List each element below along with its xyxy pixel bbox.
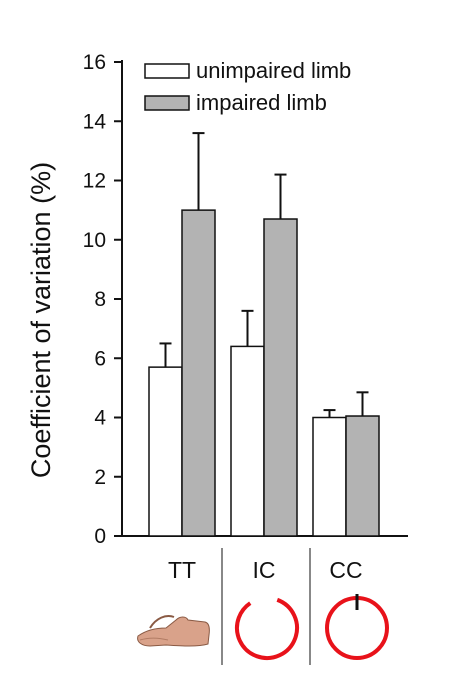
category-label-cc: CC xyxy=(329,557,362,583)
category-labels: TT IC CC xyxy=(168,557,363,583)
y-tick-label: 16 xyxy=(83,51,106,74)
y-tick-label: 0 xyxy=(94,525,106,548)
y-tick-label: 6 xyxy=(94,347,106,370)
bar-ic-impaired xyxy=(263,218,298,537)
legend-swatch-impaired xyxy=(144,95,190,111)
y-tick-label: 8 xyxy=(94,288,106,311)
open-circle-icon xyxy=(235,596,299,660)
error-bars xyxy=(159,132,369,418)
y-axis-title: Coefficient of variation (%) xyxy=(26,162,56,478)
category-label-ic: IC xyxy=(253,557,276,583)
category-label-tt: TT xyxy=(168,557,196,583)
bar-cc-impaired xyxy=(345,415,380,537)
bar-cc-unimpaired xyxy=(312,416,347,537)
bar-ic-unimpaired xyxy=(230,345,265,537)
y-tick-label: 2 xyxy=(94,466,106,489)
y-ticks: 0 2 4 6 8 10 12 14 16 xyxy=(83,51,122,548)
legend-label-impaired: impaired limb xyxy=(196,90,327,115)
legend-swatch-unimpaired xyxy=(144,63,190,79)
y-tick-label: 14 xyxy=(83,110,107,133)
bars xyxy=(148,209,380,537)
legend: unimpaired limb impaired limb xyxy=(144,58,351,115)
hand-tapping-icon xyxy=(137,615,210,647)
y-tick-label: 4 xyxy=(94,407,106,430)
legend-label-unimpaired: unimpaired limb xyxy=(196,58,351,83)
y-tick-label: 10 xyxy=(83,229,106,252)
y-tick-label: 12 xyxy=(83,170,106,193)
bar-tt-impaired xyxy=(181,209,216,537)
closed-circle-icon xyxy=(325,594,389,660)
bar-tt-unimpaired xyxy=(148,366,183,537)
